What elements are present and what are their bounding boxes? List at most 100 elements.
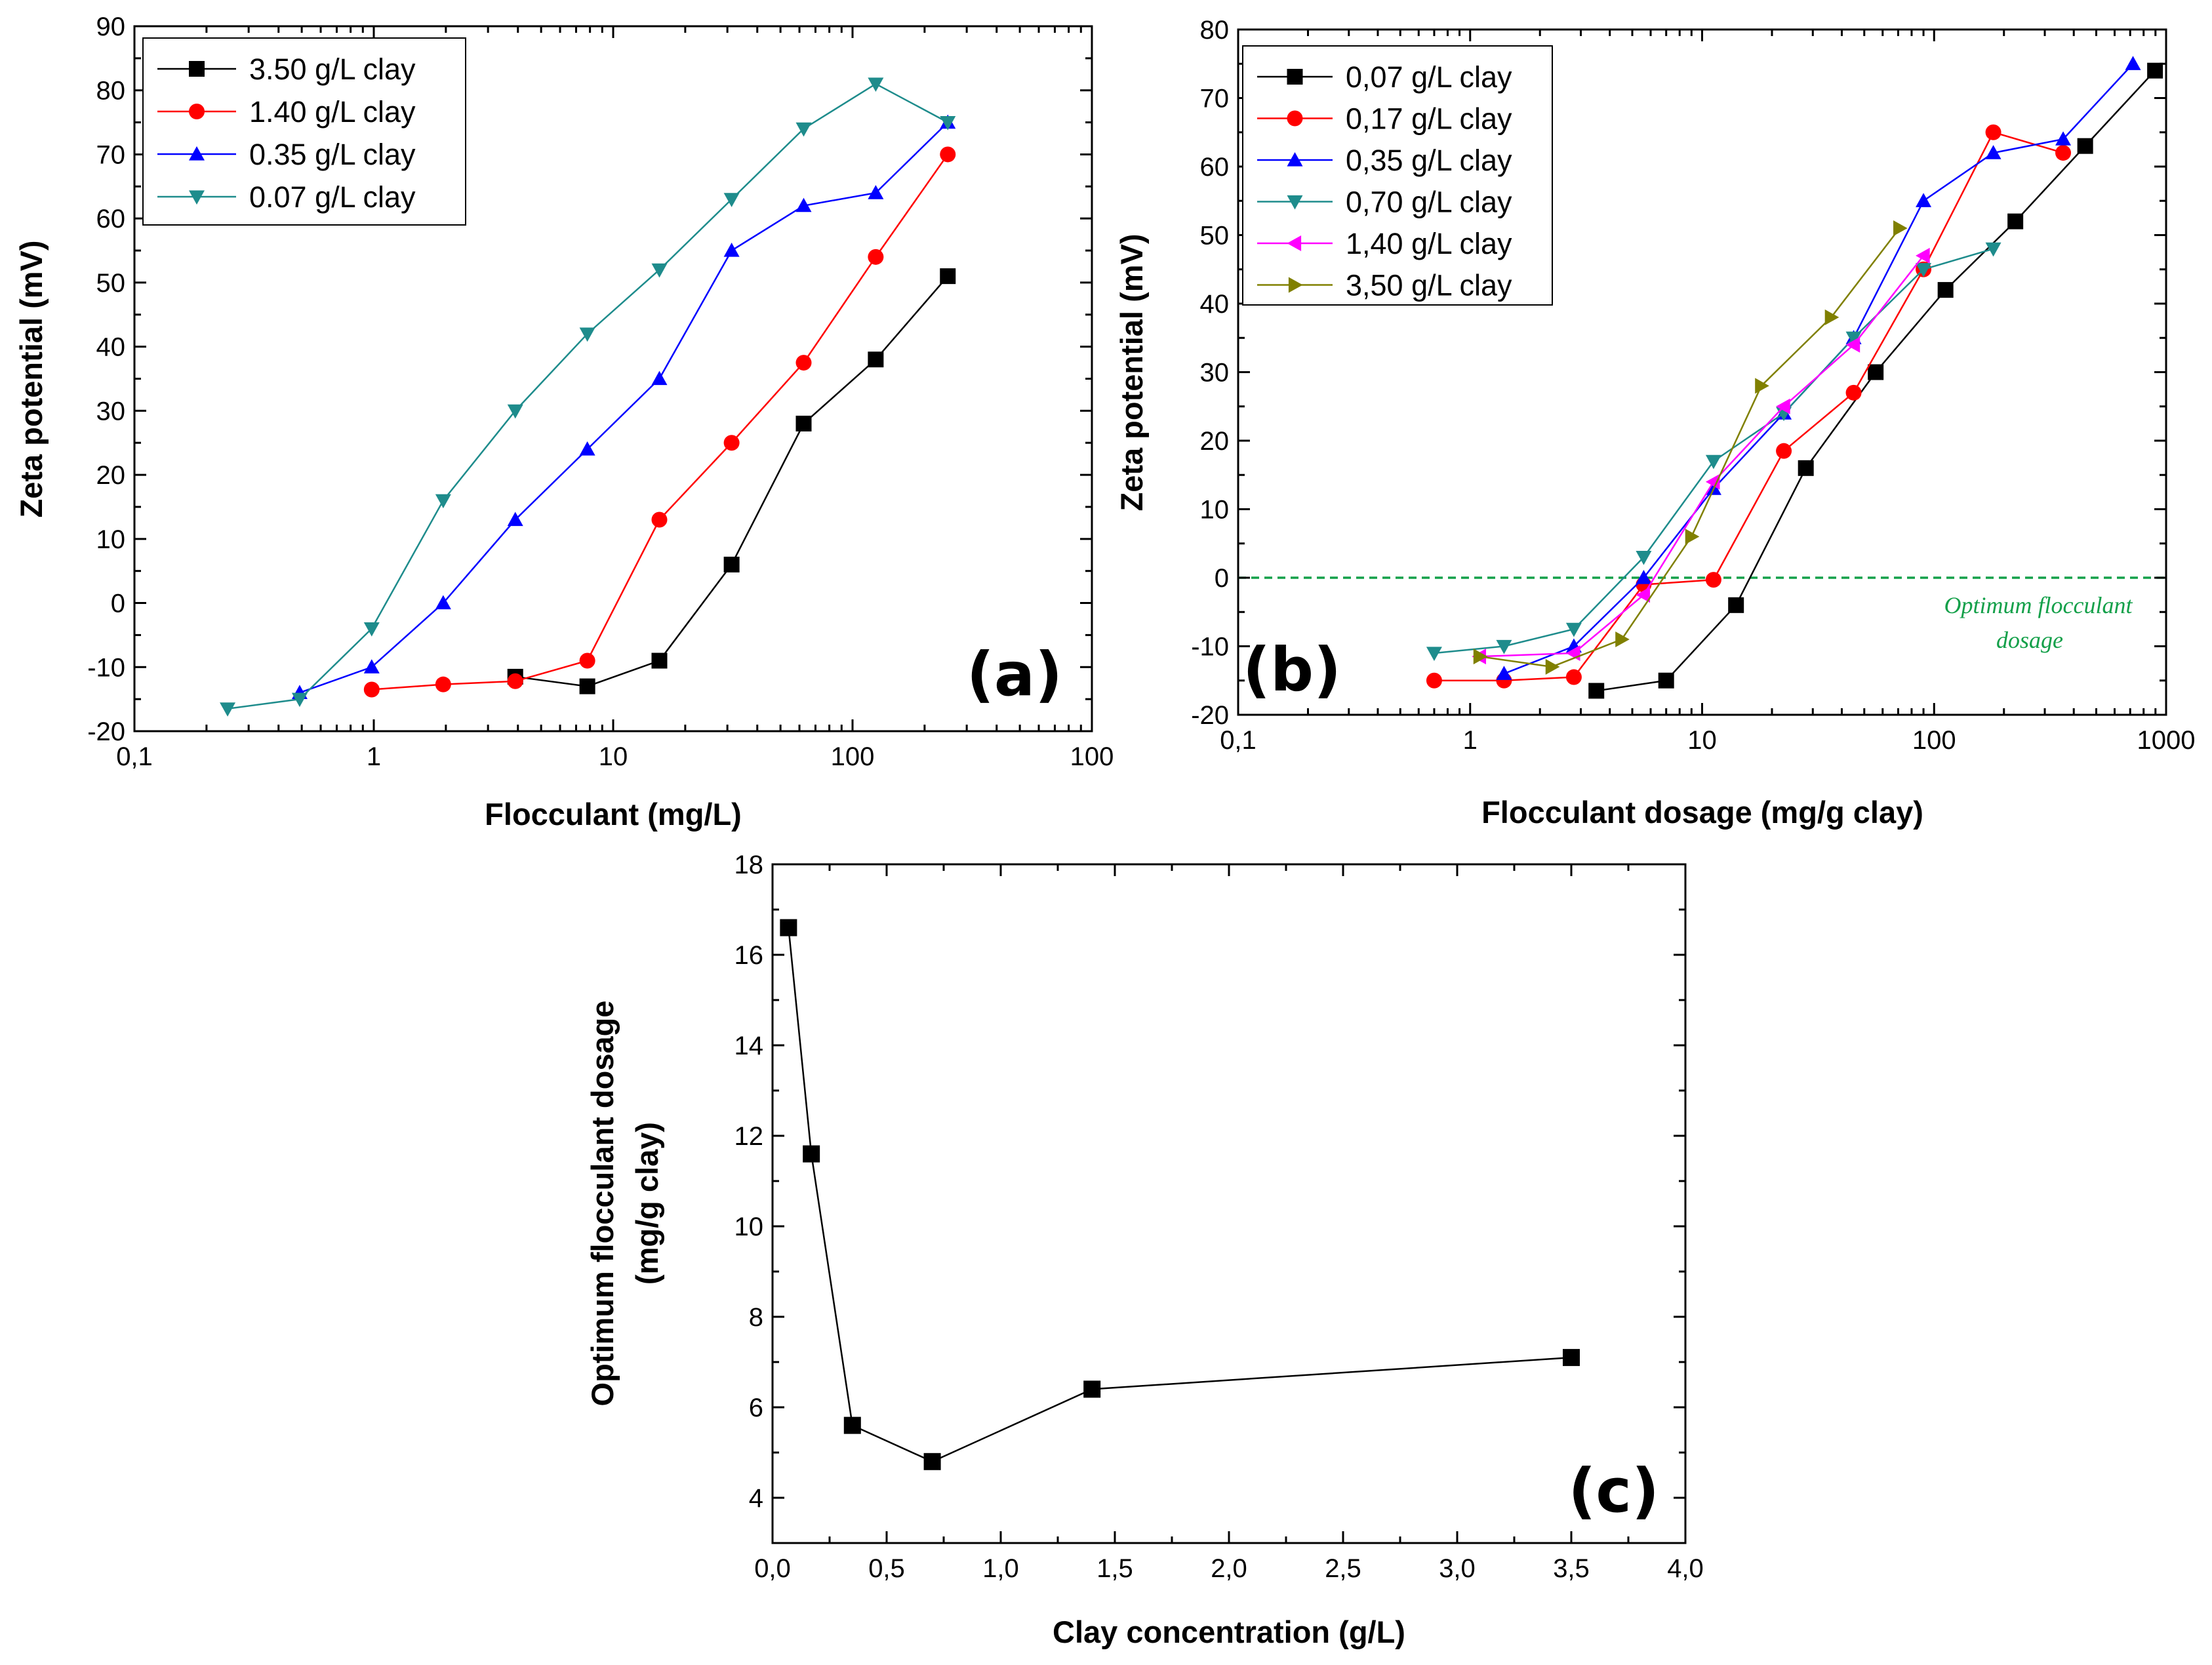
chart-a-series-3-point [435, 494, 451, 509]
chart-b-legend-label-1: 0,17 g/L clay [1346, 102, 1512, 136]
chart-c-series-0-line [788, 927, 1572, 1463]
chart-b-series-5-point [1545, 658, 1560, 675]
chart-b-ytick-label: -20 [1191, 701, 1229, 730]
chart-a-ytick-label: 80 [96, 77, 126, 106]
chart-c-xtick-label: 0,0 [754, 1554, 791, 1583]
chart-a-series-0-point [940, 268, 956, 285]
chart-c-ytick-label: 8 [749, 1303, 763, 1332]
chart-a-series-3-point [795, 122, 812, 137]
chart-b-optimum-label-line1: Optimum flocculant [1944, 592, 2133, 618]
chart-c-series-0-point [923, 1453, 941, 1470]
chart-a-ytick-label: 50 [96, 269, 126, 298]
chart-b-legend-marker-4 [1287, 235, 1302, 251]
chart-b-series-5-point [1824, 309, 1840, 325]
chart-b-ytick-label: 20 [1200, 427, 1230, 456]
chart-b-series-2-point [1985, 145, 2001, 159]
chart-b-series-0-point [2147, 62, 2163, 79]
chart-c-xtick-label: 3,5 [1553, 1554, 1590, 1583]
chart-b-series-3-point [1496, 639, 1512, 654]
chart-b-series-3-point [1565, 622, 1582, 637]
chart-b-series-0-point [1658, 672, 1674, 689]
chart-a-series-2-point [579, 441, 595, 456]
chart-a-series-2-point [795, 197, 812, 212]
chart-a-series-1-point [507, 673, 523, 689]
chart-a-series-1-point [795, 355, 812, 371]
chart-a-panel-label: (a) [967, 639, 1062, 710]
chart-a-series-3-point [220, 702, 236, 717]
chart-a-legend-label-2: 0.35 g/L clay [249, 138, 416, 171]
chart-a-series-2-point [435, 595, 451, 610]
chart-b-legend-label-5: 3,50 g/L clay [1346, 269, 1512, 302]
chart-a-xtick-label: 100 [831, 742, 875, 771]
chart-c-series-0-point [843, 1416, 861, 1434]
chart-b-series-5-point [1893, 220, 1908, 237]
chart-c-ytick-label: 16 [734, 941, 764, 970]
chart-a-series-3-point [291, 692, 308, 708]
chart-b-legend-marker-2 [1287, 152, 1303, 167]
chart-c-ytick-label: 10 [734, 1213, 764, 1241]
chart-c-series-0-point [780, 919, 797, 936]
chart-b-legend-label-2: 0,35 g/L clay [1346, 144, 1512, 177]
chart-b-series-3-point [1705, 454, 1721, 470]
chart-a-series-0-point [579, 678, 595, 694]
chart-b-legend-box [1242, 45, 1553, 306]
chart-b-xlabel: Flocculant dosage (mg/g clay) [1481, 795, 1923, 830]
chart-b-series-2-point [2125, 56, 2141, 70]
chart-c-xtick-label: 0,5 [868, 1554, 905, 1583]
chart-b-panel-label: (b) [1243, 635, 1341, 705]
chart-c-series-0-point [1563, 1349, 1580, 1367]
chart-c-series-0-point [1083, 1380, 1101, 1398]
chart-b-series-1-point [1426, 672, 1442, 689]
chart-b-legend-marker-5 [1288, 277, 1303, 293]
chart-a-series-3-point [940, 115, 956, 130]
chart-a-ylabel: Zeta potential (mV) [14, 240, 49, 517]
chart-c-ylabel-line1: Optimum flocculant dosage [585, 1001, 620, 1407]
chart-b-optimum-label-line2: dosage [1996, 627, 2063, 653]
chart-a-series-3-point [868, 77, 884, 92]
chart-a-ytick-label: -10 [87, 653, 125, 682]
chart-a-series-3-point [579, 327, 595, 342]
chart-b-legend-marker-1 [1287, 110, 1303, 127]
chart-c-panel-label: (c) [1568, 1456, 1659, 1526]
chart-a-xlabel: Flocculant (mg/L) [485, 797, 742, 832]
chart-b-series-2-point [1496, 666, 1512, 680]
chart-c-ytick-label: 6 [749, 1394, 763, 1422]
chart-a-series-0-point [795, 415, 812, 431]
chart-b-series-5-point [1685, 529, 1700, 545]
chart-b-series-4-point [1705, 473, 1720, 490]
chart-a-series-2-point [363, 659, 380, 673]
chart-a-legend-marker-0 [189, 61, 205, 77]
chart-b-series-4-point [1776, 398, 1790, 414]
chart-b-ytick-label: 60 [1200, 153, 1230, 182]
chart-c-ytick-label: 18 [734, 851, 764, 879]
chart-b-ytick-label: 10 [1200, 496, 1230, 525]
chart-b-series-5-point [1615, 632, 1630, 648]
chart-b-series-0-point [2007, 213, 2024, 230]
chart-a-xtick-label: 0,1 [116, 742, 153, 771]
chart-a-series-0-point [723, 556, 740, 572]
chart-b-series-1-point [2055, 145, 2072, 161]
chart-a-series-1-point [940, 146, 956, 163]
chart-b-series-2-point [1916, 193, 1932, 207]
chart-b-series-1-point [1845, 384, 1862, 401]
chart-a-ytick-label: -20 [87, 717, 125, 746]
chart-b-series-4-point [1636, 587, 1651, 603]
chart-b-series-3-point [1636, 551, 1652, 565]
chart-c-xlabel: Clay concentration (g/L) [1053, 1615, 1405, 1649]
chart-a-ytick-label: 90 [96, 12, 126, 41]
chart-b-series-2-point [1636, 570, 1652, 584]
chart-a-series-0-point [868, 351, 884, 368]
chart-a-legend: 3.50 g/L clay 1.40 g/L clay 0.35 g/L clay 0… [142, 37, 466, 226]
chart-a-legend-label-0: 3.50 g/L clay [249, 52, 416, 86]
chart-b-series-3-point [1426, 647, 1442, 661]
chart-b-series-0-point [1937, 282, 1954, 298]
chart-b-ytick-label: 70 [1200, 85, 1230, 113]
chart-b-series-2-point [2055, 131, 2072, 146]
chart-a-series-1-point [723, 435, 740, 451]
chart-a-series-2-point [723, 243, 740, 257]
chart-a-series-1-point [363, 681, 380, 698]
chart-b-legend-label-3: 0,70 g/L clay [1346, 186, 1512, 219]
chart-a-ytick-label: 10 [96, 525, 126, 554]
chart-a-ytick-label: 60 [96, 205, 126, 233]
